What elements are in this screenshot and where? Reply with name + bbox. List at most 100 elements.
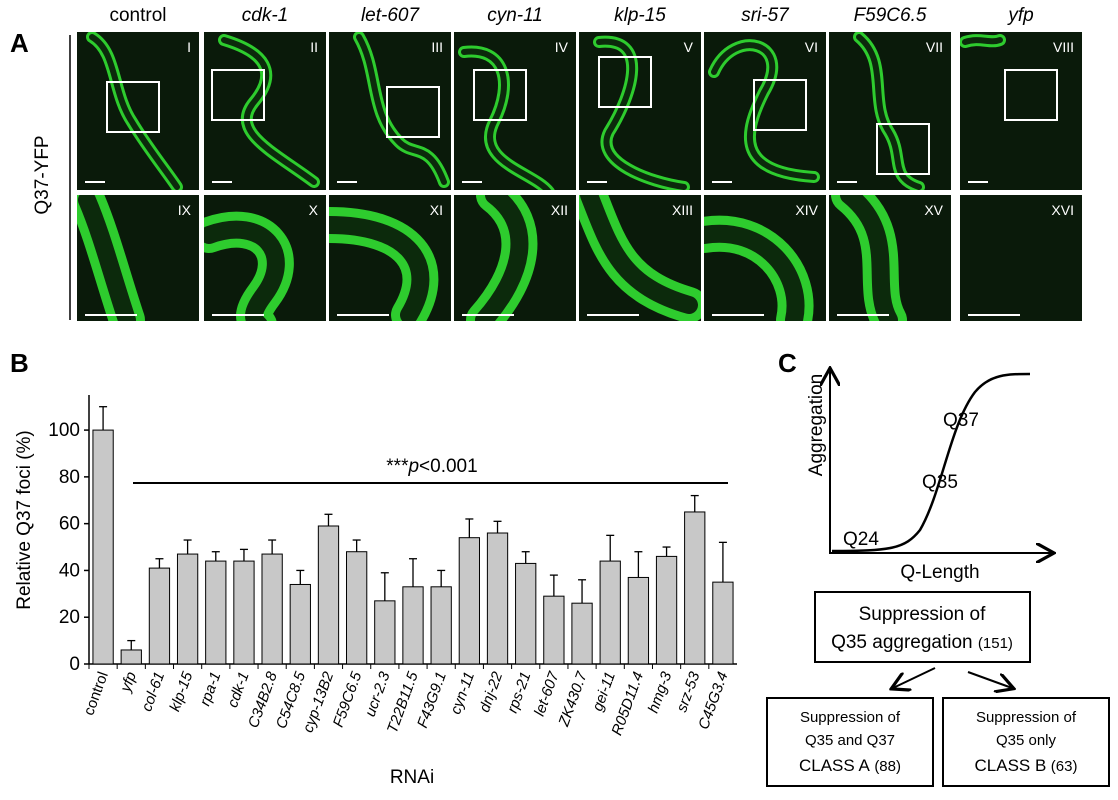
micrograph — [829, 32, 951, 190]
bar — [205, 560, 227, 665]
micrograph — [204, 195, 326, 321]
x-axis-label: RNAi — [390, 767, 434, 788]
micrograph-background — [77, 32, 199, 190]
class-b-box — [942, 697, 1110, 787]
panel-numeral: XVI — [1051, 202, 1074, 218]
bar — [655, 555, 678, 665]
panel-b: B Relative Q37 foci (%) RNAi ***p<0.001 … — [10, 348, 737, 788]
micrograph — [960, 195, 1082, 321]
column-label: let-607 — [361, 5, 421, 26]
box-count: (63) — [1051, 758, 1078, 775]
error-bar — [690, 494, 699, 512]
error-bar — [437, 569, 446, 587]
point-label: Q35 — [922, 472, 958, 493]
worm-core — [356, 34, 447, 185]
micrograph — [704, 195, 826, 321]
error-bar — [409, 558, 417, 587]
y-tick-label: 80 — [59, 467, 80, 488]
worm-core — [461, 48, 552, 190]
x-tick-label: srz-53 — [673, 669, 703, 715]
zoom-box — [473, 69, 527, 121]
worm-core — [329, 216, 430, 321]
micrograph — [579, 195, 701, 321]
error-bar — [662, 546, 671, 557]
box-text: CLASS A (88) — [799, 756, 901, 775]
error-bar — [324, 513, 333, 526]
bar — [458, 537, 480, 665]
zoom-box — [876, 123, 930, 175]
error-bar — [268, 539, 277, 555]
zoom-box — [211, 69, 265, 121]
bar — [92, 429, 114, 665]
class-name: CLASS A — [799, 756, 871, 775]
sigmoid-curve — [831, 372, 1031, 553]
y-tick-label: 60 — [59, 514, 80, 535]
worm-core — [78, 195, 136, 321]
micrograph — [454, 32, 576, 190]
column-label: klp-15 — [614, 5, 666, 26]
bar — [233, 560, 255, 665]
panel-a: A Q37-YFP controlIIXcdk-1IIXlet-607IIIXI… — [10, 5, 1082, 321]
panel-numeral: II — [310, 39, 318, 55]
y-axis-label: Aggregation — [806, 374, 827, 476]
bar — [627, 576, 650, 665]
error-bar — [239, 548, 248, 562]
x-tick-label: hmg-3 — [645, 669, 676, 715]
worm-core — [704, 224, 805, 321]
bar — [317, 525, 340, 665]
worm-core — [596, 38, 687, 190]
bar — [148, 567, 171, 665]
zoom-box — [753, 79, 807, 131]
bar — [346, 551, 368, 665]
y-tick-label: 20 — [59, 607, 80, 628]
panel-numeral: VIII — [1053, 39, 1074, 55]
bar — [599, 560, 621, 665]
box-count: (151) — [978, 635, 1013, 652]
bar — [543, 595, 565, 665]
x-axis-label: Q-Length — [900, 562, 979, 583]
panel-numeral: VI — [805, 39, 818, 55]
box-text: Q35 and Q37 — [805, 732, 895, 749]
class-name: CLASS B — [975, 756, 1047, 775]
worm-core — [89, 34, 180, 190]
bar — [684, 511, 706, 665]
stars: *** — [386, 456, 409, 477]
bar — [430, 586, 452, 665]
micrograph — [329, 195, 451, 321]
column-label: yfp — [1006, 5, 1033, 26]
x-tick-label: dnj-22 — [476, 669, 506, 715]
bar — [571, 602, 593, 665]
x-tick-label: klp-15 — [166, 669, 196, 714]
error-bar — [183, 539, 192, 555]
zoom-box — [1004, 69, 1058, 121]
column-label: cdk-1 — [242, 5, 288, 26]
box-text: Q35 aggregation (151) — [831, 632, 1013, 653]
point-label: Q24 — [843, 529, 879, 550]
panel-numeral: XV — [924, 202, 943, 218]
box-text: Suppression of — [859, 604, 986, 625]
bar — [261, 553, 283, 665]
micrograph — [454, 195, 576, 321]
panel-numeral: X — [309, 202, 319, 218]
error-bar — [606, 534, 615, 562]
x-tick-label: rpa-1 — [197, 670, 225, 709]
error-bar — [127, 639, 136, 650]
panel-numeral: IV — [555, 39, 569, 55]
worm-core — [204, 220, 285, 321]
summary-box — [814, 591, 1031, 663]
error-bar — [634, 551, 643, 578]
x-tick-label: control — [80, 670, 111, 718]
error-bar — [521, 551, 530, 564]
x-tick-label: cyn-11 — [447, 670, 478, 717]
threshold: <0.001 — [419, 456, 478, 477]
bar — [374, 600, 396, 665]
panel-numeral: I — [187, 39, 191, 55]
arrow — [893, 667, 936, 688]
micrograph — [960, 32, 1082, 190]
column-label: control — [109, 5, 166, 26]
box-text: Q35 only — [996, 732, 1057, 749]
panel-numeral: V — [684, 39, 694, 55]
panel-numeral: XIV — [795, 202, 818, 218]
micrograph — [329, 32, 451, 190]
x-tick-label: rps-21 — [504, 670, 535, 716]
